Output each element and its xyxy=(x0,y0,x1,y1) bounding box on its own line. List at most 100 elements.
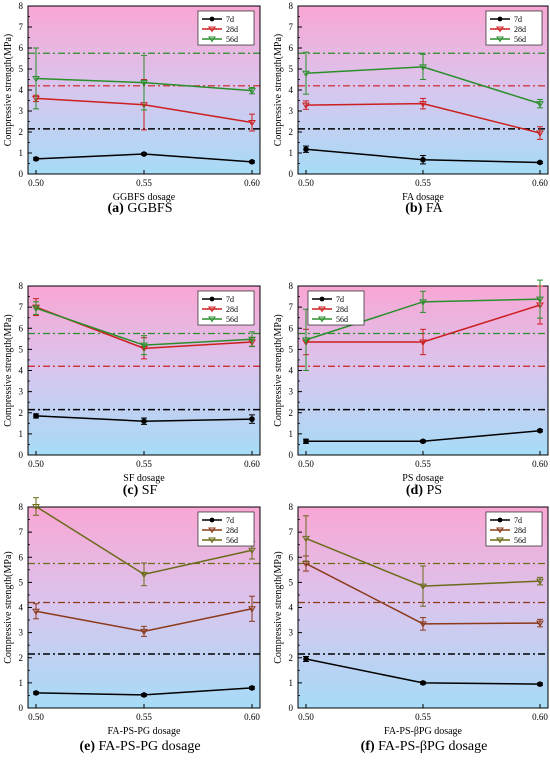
data-point xyxy=(536,130,544,138)
data-point xyxy=(249,685,255,691)
data-point xyxy=(248,336,256,344)
data-point xyxy=(302,561,310,568)
y-tick-label: 1 xyxy=(289,678,294,688)
panel-caption-text: FA-PS-PG dosage xyxy=(95,739,201,754)
series-28d xyxy=(302,97,544,140)
panel-caption-text: FA xyxy=(422,201,443,216)
data-point xyxy=(32,608,40,616)
data-point xyxy=(33,413,39,419)
panel-caption-letter: (b) xyxy=(405,201,422,216)
legend-marker xyxy=(208,537,216,544)
x-tick-label: 0.60 xyxy=(244,712,260,722)
y-tick-label: 1 xyxy=(289,148,294,158)
panel-caption-letter: (f) xyxy=(361,739,375,754)
data-point xyxy=(32,75,40,83)
y-tick-label: 0 xyxy=(19,169,24,179)
legend-label-56d: 56d xyxy=(336,315,348,324)
y-tick-label: 7 xyxy=(19,22,24,32)
panel-caption: (d) PS xyxy=(406,483,442,498)
data-point xyxy=(536,620,544,628)
y-axis-label: Compressive strength(MPa) xyxy=(3,551,14,664)
y-tick-label: 3 xyxy=(19,106,24,116)
data-point xyxy=(303,146,309,153)
y-tick-label: 4 xyxy=(19,85,24,95)
data-point xyxy=(140,628,148,636)
legend-label-28d: 28d xyxy=(514,526,526,535)
legend-box xyxy=(197,10,255,46)
chart-panel-5: 0 1 2 3 4 5 6 7 8 0.50 0.55 0.60 FA-PS-PG dosage Comp… xyxy=(3,497,261,754)
x-tick-label: 0.50 xyxy=(298,178,314,188)
y-tick-label: 8 xyxy=(19,502,24,512)
legend-label-56d: 56d xyxy=(226,315,238,324)
series-56d xyxy=(302,51,544,109)
legend-marker xyxy=(318,316,326,323)
x-axis-label: SF dosage xyxy=(123,473,165,484)
panel-caption: (f) FA-PS-βPG dosage xyxy=(361,739,488,754)
legend-marker xyxy=(209,296,215,302)
chart-panel-4: 0 1 2 3 4 5 6 7 8 0.50 0.55 0.60 PS dosage Compressiv… xyxy=(273,279,549,498)
x-tick-label: 0.50 xyxy=(28,178,44,188)
legend-label-7d: 7d xyxy=(226,516,234,525)
y-tick-label: 3 xyxy=(289,106,294,116)
legend-label-28d: 28d xyxy=(336,305,348,314)
x-axis-label: PS dosage xyxy=(402,473,444,484)
y-axis-label: Compressive strength(MPa) xyxy=(3,314,14,427)
legend-label-7d: 7d xyxy=(226,15,234,24)
legend-label-7d: 7d xyxy=(514,15,522,24)
panel-caption: (a) GGBFS xyxy=(108,201,173,216)
y-tick-label: 2 xyxy=(289,127,294,137)
legend-label-28d: 28d xyxy=(226,25,238,34)
legend-marker xyxy=(208,306,216,313)
y-tick-label: 2 xyxy=(19,408,24,418)
panel-caption-letter: (d) xyxy=(406,483,423,498)
y-tick-label: 4 xyxy=(289,603,294,613)
y-tick-label: 7 xyxy=(289,22,294,32)
y-tick-label: 7 xyxy=(19,527,24,537)
data-point xyxy=(303,656,309,662)
data-point xyxy=(419,101,427,108)
x-tick-label: 0.50 xyxy=(28,459,44,469)
series-7d xyxy=(33,151,255,165)
data-point xyxy=(536,578,544,586)
legend-marker xyxy=(496,26,504,33)
x-axis-label: FA dosage xyxy=(402,192,444,203)
y-axis-label: Compressive strength(MPa) xyxy=(273,551,284,664)
data-point xyxy=(249,416,255,422)
y-tick-label: 2 xyxy=(19,653,24,663)
y-tick-label: 6 xyxy=(19,323,24,333)
y-tick-label: 8 xyxy=(289,502,294,512)
legend-marker xyxy=(208,527,216,534)
data-point xyxy=(248,120,256,127)
y-tick-label: 3 xyxy=(289,628,294,638)
x-tick-label: 0.55 xyxy=(415,178,431,188)
legend-marker xyxy=(208,36,216,43)
y-tick-label: 3 xyxy=(19,387,24,397)
data-point xyxy=(303,438,309,445)
y-tick-label: 5 xyxy=(289,577,294,587)
y-tick-label: 4 xyxy=(19,603,24,613)
data-point xyxy=(420,156,426,163)
data-point xyxy=(302,337,310,344)
series-7d xyxy=(33,685,255,698)
y-tick-label: 6 xyxy=(289,43,294,53)
data-point xyxy=(419,583,427,591)
data-point xyxy=(141,418,147,425)
y-tick-label: 6 xyxy=(19,43,24,53)
x-axis-label: FA-PS-βPG dosage xyxy=(384,726,463,737)
series-56d xyxy=(302,515,544,607)
data-point xyxy=(537,159,543,166)
legend-marker xyxy=(208,26,216,33)
data-point xyxy=(248,88,256,95)
y-tick-label: 6 xyxy=(289,323,294,333)
y-tick-label: 7 xyxy=(289,302,294,312)
y-tick-label: 8 xyxy=(19,1,24,11)
x-axis-label: GGBFS dosage xyxy=(113,192,176,203)
y-tick-label: 2 xyxy=(19,127,24,137)
x-tick-label: 0.55 xyxy=(136,712,152,722)
y-tick-label: 2 xyxy=(289,408,294,418)
y-axis-label: Compressive strength(MPa) xyxy=(273,314,284,427)
panel-caption-letter: (e) xyxy=(79,739,95,754)
y-tick-label: 1 xyxy=(289,429,294,439)
